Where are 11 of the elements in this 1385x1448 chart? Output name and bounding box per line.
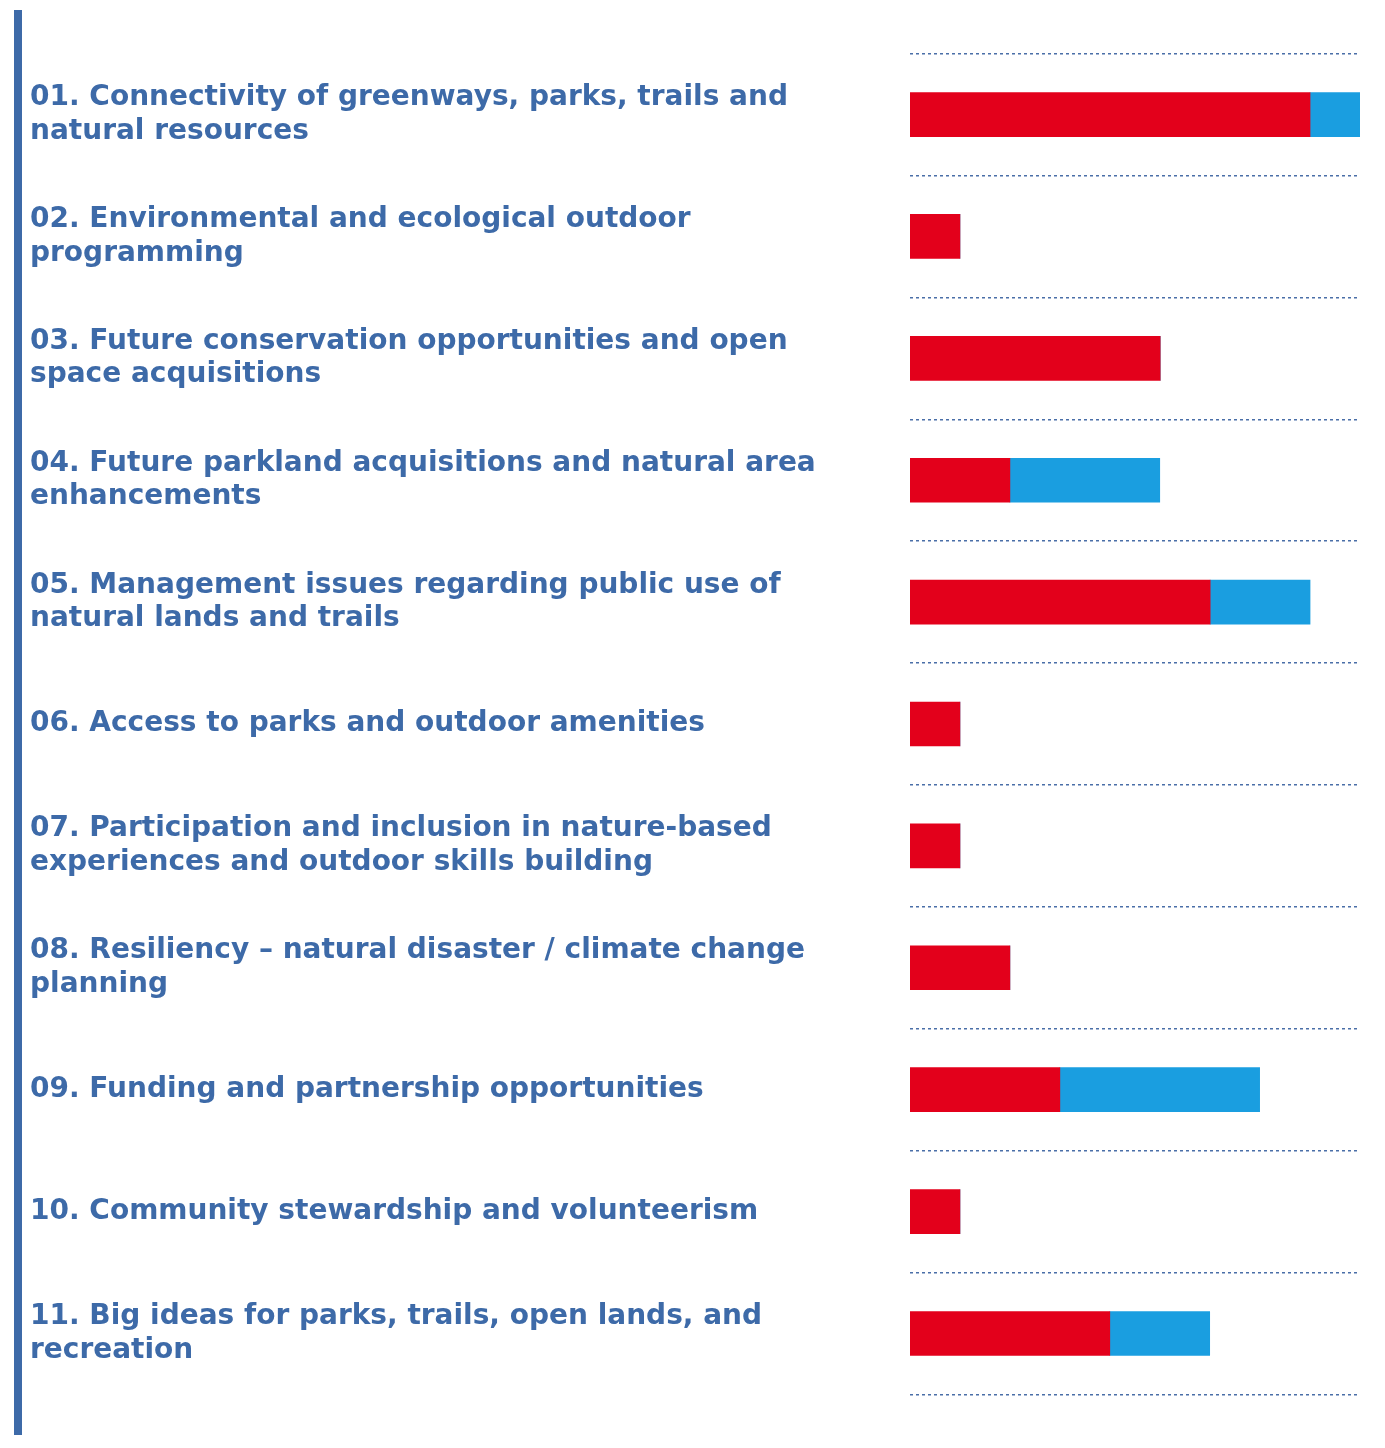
y-tick-label: 07. Participation and inclusion in nature-based experiences and outdoor skills building bbox=[30, 810, 772, 877]
y-tick-label: 01. Connectivity of greenways, parks, trails and natural resources bbox=[30, 79, 788, 146]
y-tick-label: 03. Future conservation opportunities and open space acquisitions bbox=[30, 322, 788, 390]
y-tick-label: 05. Management issues regarding public use of natural lands and trails bbox=[30, 566, 782, 634]
y-tick-label: 04. Future parkland acquisitions and natural area enhancements bbox=[30, 444, 816, 512]
y-tick-label: 10. Community stewardship and volunteerism bbox=[30, 1192, 759, 1226]
y-tick-label: 02. Environmental and ecological outdoor programming bbox=[30, 200, 691, 268]
y-tick-label: 11. Big ideas for parks, trails, open lands, and recreation bbox=[30, 1297, 763, 1365]
y-tick-label: 06. Access to parks and outdoor amenities bbox=[30, 705, 705, 739]
y-tick-label: 08. Resiliency – natural disaster / climate change planning bbox=[30, 932, 805, 999]
y-tick-label: 09. Funding and partnership opportunities bbox=[30, 1070, 704, 1104]
